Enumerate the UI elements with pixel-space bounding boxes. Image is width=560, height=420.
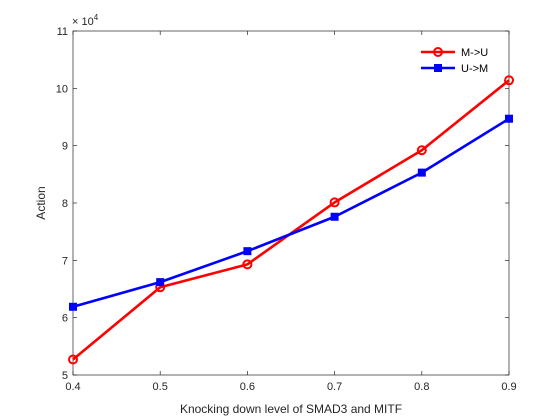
x-tick-label: 0.4 (65, 381, 80, 393)
series-layer (68, 75, 514, 365)
data-point-m-u (329, 197, 340, 208)
data-point-u-m (505, 114, 513, 123)
x-axis-ticks: 0.4 0.5 0.6 0.7 0.8 0.9 (65, 31, 517, 393)
legend-label-m-u: M->U (461, 47, 488, 59)
y-tick-label: 11 (57, 26, 68, 38)
x-tick-label: 0.7 (327, 381, 342, 393)
x-tick-label: 0.6 (240, 381, 255, 393)
x-tick-label: 0.5 (153, 381, 168, 393)
x-axis-label: Knocking down level of SMAD3 and MITF (180, 402, 402, 416)
series-line-u-m (72, 117, 510, 309)
data-point-u-m (243, 247, 252, 256)
y-exponent-label: × 104 (72, 13, 99, 28)
series-u-m (69, 114, 513, 311)
legend-marker-m-u (433, 47, 443, 57)
x-tick-label: 0.8 (414, 381, 429, 393)
y-tick-label: 10 (56, 83, 68, 95)
data-point-u-m (156, 278, 165, 287)
legend: M->U U->M (415, 40, 505, 80)
legend-label-u-m: U->M (461, 63, 488, 75)
data-point-m-u (416, 145, 427, 156)
data-point-u-m (417, 168, 426, 177)
y-axis-label: Action (34, 186, 48, 219)
data-point-u-m (330, 212, 339, 221)
y-axis-ticks: 5 6 7 8 9 10 11 (56, 26, 509, 382)
x-tick-label: 0.9 (501, 381, 516, 393)
legend-entry-m-u: M->U (421, 47, 488, 59)
legend-marker-u-m (434, 64, 442, 72)
y-tick-label: 7 (62, 255, 68, 267)
legend-box (415, 40, 505, 80)
legend-entry-u-m: U->M (421, 63, 488, 75)
y-tick-label: 6 (62, 313, 68, 325)
data-point-m-u (504, 75, 514, 86)
data-point-u-m (69, 302, 77, 311)
data-point-m-u (242, 259, 253, 270)
y-tick-label: 5 (62, 370, 68, 382)
y-tick-label: 9 (62, 141, 68, 153)
plot-area (72, 30, 510, 376)
y-exponent-power: 4 (94, 13, 99, 22)
data-point-m-u (68, 354, 78, 365)
y-tick-label: 8 (62, 198, 68, 210)
y-exponent-base: × 10 (72, 16, 94, 28)
